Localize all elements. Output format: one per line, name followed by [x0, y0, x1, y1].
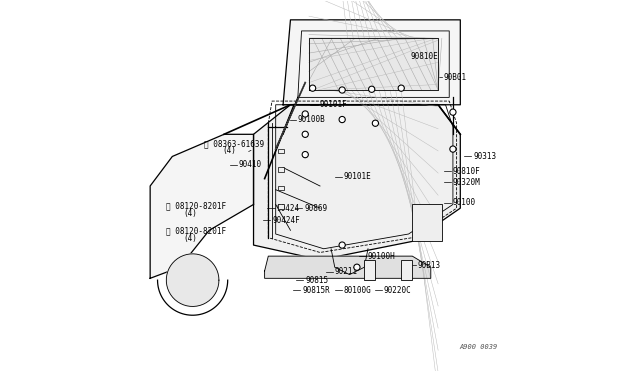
Circle shape: [450, 146, 456, 152]
Text: 90815: 90815: [305, 276, 328, 285]
Text: 90424: 90424: [276, 203, 300, 213]
Text: 90810E: 90810E: [410, 52, 438, 61]
Bar: [278, 149, 284, 153]
Text: (4): (4): [184, 234, 197, 243]
Circle shape: [369, 86, 374, 92]
Bar: [364, 260, 376, 280]
Text: 90320M: 90320M: [453, 178, 481, 187]
Circle shape: [451, 147, 455, 151]
Circle shape: [303, 153, 307, 157]
Polygon shape: [150, 134, 253, 278]
Polygon shape: [309, 38, 438, 90]
Text: 90220C: 90220C: [384, 286, 412, 295]
Text: 90424F: 90424F: [272, 216, 300, 225]
Circle shape: [311, 86, 314, 90]
Circle shape: [339, 116, 345, 122]
Circle shape: [339, 87, 345, 93]
Text: Ⓑ 08120-8201F: Ⓑ 08120-8201F: [166, 202, 226, 211]
Text: 90101F: 90101F: [320, 100, 348, 109]
Circle shape: [355, 265, 359, 269]
Circle shape: [372, 120, 378, 126]
Text: 90815R: 90815R: [302, 286, 330, 295]
Circle shape: [166, 254, 219, 307]
Circle shape: [340, 88, 344, 92]
Circle shape: [399, 86, 403, 90]
Polygon shape: [253, 105, 460, 260]
Text: 90313: 90313: [473, 152, 497, 161]
Text: 90810F: 90810F: [453, 167, 481, 176]
Circle shape: [340, 243, 344, 247]
Text: 90100B: 90100B: [298, 115, 326, 124]
Text: 90101E: 90101E: [344, 172, 372, 181]
Circle shape: [302, 111, 308, 117]
Text: 80100G: 80100G: [344, 286, 372, 295]
Circle shape: [370, 87, 374, 91]
Text: 90100: 90100: [453, 198, 476, 207]
Bar: [278, 167, 284, 171]
Text: 90410: 90410: [239, 160, 262, 170]
Text: 90100H: 90100H: [368, 251, 396, 261]
Text: 90B13: 90B13: [418, 261, 441, 270]
Text: 90869: 90869: [304, 203, 327, 213]
Bar: [278, 186, 284, 190]
Circle shape: [340, 118, 344, 121]
Circle shape: [398, 85, 404, 91]
Circle shape: [374, 121, 377, 125]
Text: A900 0039: A900 0039: [459, 344, 497, 350]
Text: (4): (4): [222, 147, 236, 155]
Text: Ⓑ 08120-8201F: Ⓑ 08120-8201F: [166, 227, 226, 235]
Circle shape: [303, 132, 307, 136]
Text: (4): (4): [184, 209, 197, 218]
Bar: [412, 205, 442, 241]
Text: 90B01: 90B01: [444, 73, 467, 81]
Circle shape: [354, 264, 360, 270]
Circle shape: [451, 110, 455, 114]
Text: 90211: 90211: [335, 267, 358, 276]
Circle shape: [302, 131, 308, 137]
Text: Ⓜ 08363-61639: Ⓜ 08363-61639: [204, 139, 264, 148]
Polygon shape: [283, 20, 460, 105]
Bar: [278, 204, 284, 209]
Polygon shape: [264, 256, 431, 278]
Circle shape: [310, 85, 316, 91]
Circle shape: [450, 109, 456, 115]
Circle shape: [303, 112, 307, 116]
Bar: [401, 260, 412, 280]
Circle shape: [302, 152, 308, 158]
Circle shape: [339, 242, 345, 248]
